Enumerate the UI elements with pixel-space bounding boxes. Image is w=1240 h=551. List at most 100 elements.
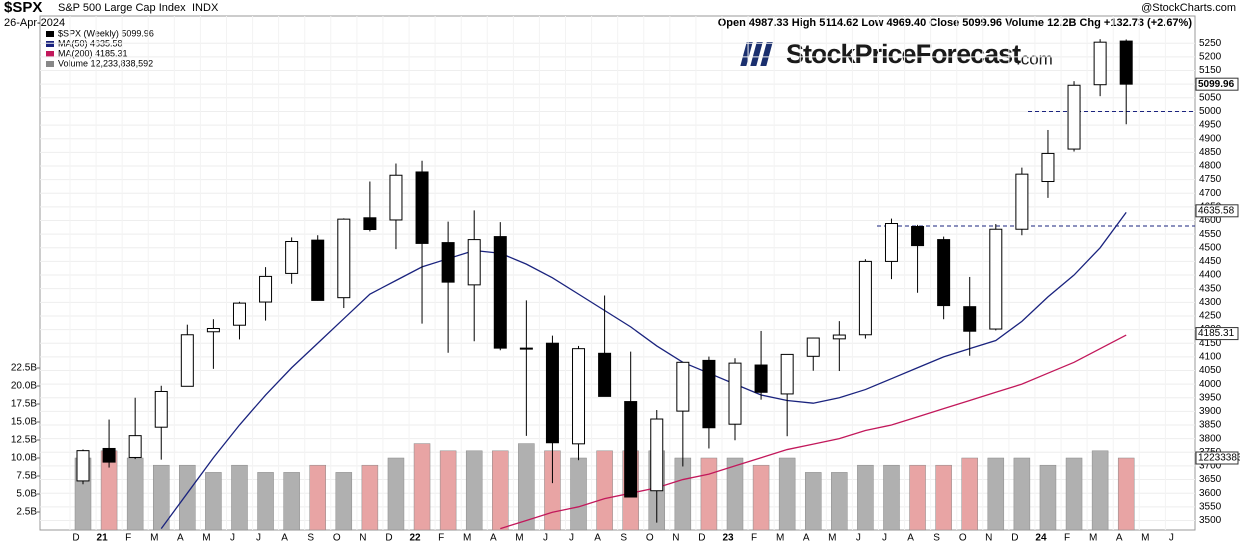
y-tick-label: 4600 <box>1199 215 1222 226</box>
x-tick-label: A <box>177 533 184 544</box>
x-tick-label: F <box>751 533 757 544</box>
x-tick-label: M <box>1141 533 1149 544</box>
volume-bar <box>596 450 613 531</box>
y-tick-label: 3850 <box>1199 420 1222 431</box>
x-tick-label: S <box>307 533 314 544</box>
candle-body <box>545 342 559 444</box>
volume-tick-label: 20.0B <box>11 381 37 392</box>
candle-body <box>728 362 742 425</box>
volume-bar <box>257 472 274 531</box>
x-tick-label: O <box>646 533 654 544</box>
candle-body <box>832 334 846 340</box>
y-tick-label: 4850 <box>1199 147 1222 158</box>
candle-body <box>128 435 142 458</box>
price-tag-box <box>1195 204 1239 218</box>
candle-body <box>206 327 220 333</box>
x-tick-label: O <box>333 533 341 544</box>
candle-body <box>337 218 351 299</box>
volume-bar <box>518 443 535 531</box>
logo-bar <box>740 42 753 66</box>
volume-bar <box>335 472 353 531</box>
x-tick-label: O <box>959 533 967 544</box>
logo-bar <box>760 42 773 66</box>
candle-body <box>232 302 246 326</box>
volume-tick-label: 15.0B <box>11 417 37 428</box>
x-tick-label: M <box>828 533 836 544</box>
date: 26-Apr-2024 <box>4 17 65 29</box>
x-tick-label: S <box>620 533 627 544</box>
y-tick-label: 4550 <box>1199 229 1222 240</box>
candle-body <box>389 174 403 221</box>
x-tick-label: 21 <box>97 533 109 544</box>
stats: Open 4987.33 High 5114.62 Low 4969.40 Cl… <box>718 17 1193 29</box>
x-tick-label: A <box>594 533 601 544</box>
candle-body <box>154 390 168 428</box>
volume-bar <box>413 443 431 531</box>
candle-body <box>937 239 951 307</box>
x-tick-label: J <box>882 533 887 544</box>
exchange: INDX <box>192 2 219 14</box>
volume-bar <box>309 464 326 531</box>
x-tick-label: D <box>1011 533 1018 544</box>
y-tick-label: 4700 <box>1199 188 1222 199</box>
y-tick-label: 4150 <box>1199 338 1222 349</box>
y-tick-label: 3950 <box>1199 392 1222 403</box>
x-tick-label: D <box>385 533 392 544</box>
y-tick-label: 4350 <box>1199 283 1222 294</box>
candle-body <box>441 242 455 283</box>
ma200-line <box>500 334 1127 530</box>
x-tick-label: J <box>256 533 261 544</box>
volume-bar <box>126 457 144 531</box>
candle-body <box>963 306 977 332</box>
price-tag-box <box>1195 327 1239 341</box>
volume-bar <box>205 472 222 531</box>
candle-body <box>884 223 898 262</box>
volume-tag-box <box>1195 451 1239 465</box>
x-tick-label: S <box>933 533 940 544</box>
x-tick-label: J <box>543 533 548 544</box>
x-tick-label: M <box>1089 533 1097 544</box>
logo-bar <box>750 42 763 66</box>
credit: @StockCharts.com <box>1141 2 1236 14</box>
candle-body <box>493 236 507 349</box>
price-tag: 4635.58 <box>1198 205 1235 216</box>
candle-body <box>1015 173 1029 230</box>
x-tick-label: N <box>359 533 366 544</box>
y-tick-label: 4450 <box>1199 256 1222 267</box>
candle-body <box>467 239 481 286</box>
y-tick-label: 4950 <box>1199 120 1222 131</box>
y-tick-label: 5200 <box>1199 52 1222 63</box>
candle-body <box>572 348 586 445</box>
y-tick-label: 4750 <box>1199 174 1222 185</box>
x-tick-label: J <box>856 533 861 544</box>
volume-bar <box>1091 450 1109 531</box>
legend-swatch <box>46 51 54 57</box>
x-tick-label: M <box>515 533 523 544</box>
x-tick-label: J <box>1169 533 1174 544</box>
volume-tick-label: 12.5B <box>11 435 37 446</box>
volume-bar <box>465 450 483 531</box>
x-tick-label: F <box>1064 533 1070 544</box>
volume-bar <box>1117 457 1135 531</box>
legend-swatch <box>46 41 54 47</box>
candle-body <box>102 447 116 463</box>
y-tick-label: 4900 <box>1199 133 1222 144</box>
candle-body <box>415 171 429 244</box>
x-tick-label: 24 <box>1035 533 1047 544</box>
candle-body <box>1067 84 1081 150</box>
y-tick-label: 4100 <box>1199 351 1222 362</box>
price-tag: 4185.31 <box>1198 328 1235 339</box>
volume-bar <box>283 472 300 531</box>
volume-bar <box>492 450 509 531</box>
candle-body <box>858 260 872 336</box>
volume-bar <box>439 450 457 531</box>
volume-bar <box>387 457 405 531</box>
candle-body <box>1119 40 1133 85</box>
x-tick-label: F <box>125 533 131 544</box>
x-tick-label: A <box>1116 533 1123 544</box>
legend-swatch <box>46 31 54 37</box>
y-tick-label: 5000 <box>1199 106 1222 117</box>
volume-tick-label: 22.5B <box>11 363 37 374</box>
volume-tick-label: 10.0B <box>11 453 37 464</box>
x-tick-label: M <box>150 533 158 544</box>
